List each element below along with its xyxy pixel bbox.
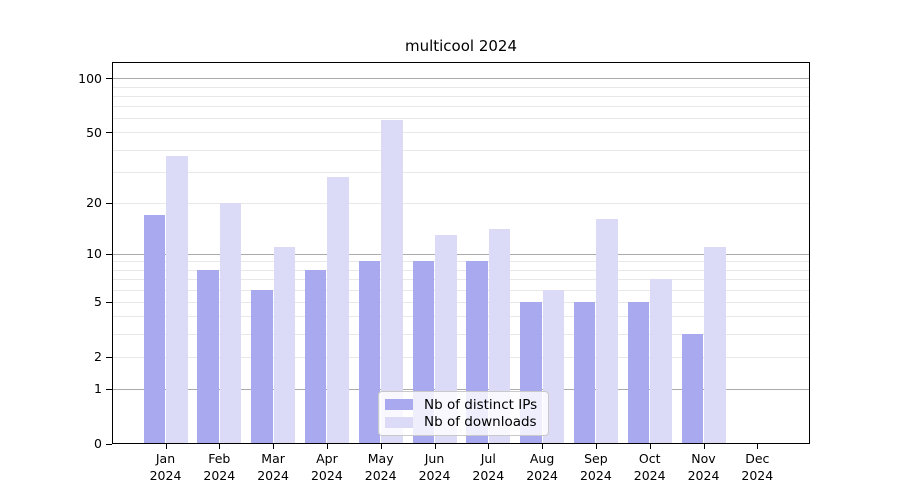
bar-distinct-ips-nov	[681, 333, 703, 444]
y-tick-label: 5	[94, 294, 102, 310]
y-tick-mark	[106, 443, 112, 445]
gridline-minor	[113, 261, 809, 263]
bar-downloads-nov	[704, 246, 726, 444]
y-tick-mark	[106, 132, 112, 134]
gridline-minor	[113, 171, 809, 173]
gridline-major	[113, 78, 809, 80]
x-tick-label-oct: Oct 2024	[633, 451, 666, 483]
gridline-minor	[113, 106, 809, 108]
x-tick-label-jul: Jul 2024	[472, 451, 505, 483]
x-tick-mark	[219, 444, 221, 449]
bar-distinct-ips-sep	[573, 301, 596, 444]
y-tick-label: 0	[94, 436, 102, 452]
bar-distinct-ips-mar	[251, 289, 273, 444]
legend: Nb of distinct IPs Nb of downloads	[378, 391, 549, 436]
x-tick-label-jan: Jan 2024	[149, 451, 182, 483]
legend-label-downloads: Nb of downloads	[424, 414, 537, 431]
x-tick-mark	[595, 444, 597, 449]
x-tick-mark	[380, 444, 382, 449]
bar-distinct-ips-jan	[143, 214, 165, 444]
gridline-minor	[113, 333, 809, 335]
bar-distinct-ips-apr	[304, 269, 327, 444]
bar-downloads-may	[381, 119, 403, 444]
chart-title: multicool 2024	[404, 37, 518, 55]
bar-downloads-mar	[273, 246, 296, 444]
legend-swatch-distinct-ips	[385, 399, 413, 411]
y-tick-label: 20	[86, 195, 102, 211]
gridline-minor	[113, 118, 809, 120]
bar-downloads-feb	[219, 202, 242, 444]
y-tick-mark	[106, 356, 112, 358]
y-tick-mark	[106, 253, 112, 255]
x-tick-label-sep: Sep 2024	[579, 451, 612, 483]
bar-downloads-oct	[650, 279, 672, 444]
x-tick-label-nov: Nov 2024	[687, 451, 720, 483]
x-tick-label-jun: Jun 2024	[418, 451, 451, 483]
x-tick-mark	[703, 444, 705, 449]
y-tick-label: 100	[78, 70, 102, 86]
legend-swatch-downloads	[385, 416, 413, 428]
legend-item-distinct-ips: Nb of distinct IPs	[385, 397, 540, 413]
gridline-major	[113, 253, 809, 255]
y-tick-label: 1	[94, 381, 102, 397]
x-tick-label-may: May 2024	[364, 451, 397, 483]
x-tick-label-mar: Mar 2024	[257, 451, 289, 483]
gridline-major	[113, 388, 809, 390]
bar-downloads-jul	[488, 229, 511, 444]
gridline-minor	[113, 269, 809, 271]
x-tick-label-aug: Aug 2024	[526, 451, 558, 483]
gridline-minor	[113, 301, 809, 303]
x-tick-mark	[434, 444, 436, 449]
gridline-minor	[113, 86, 809, 88]
y-tick-label: 10	[86, 246, 102, 262]
x-tick-mark	[542, 444, 544, 449]
y-tick-label: 2	[94, 349, 102, 365]
x-tick-mark	[488, 444, 490, 449]
y-tick-mark	[106, 301, 112, 303]
bar-downloads-jan	[166, 155, 188, 444]
bar-distinct-ips-feb	[197, 269, 219, 444]
x-tick-mark	[757, 444, 759, 449]
legend-label-distinct-ips: Nb of distinct IPs	[424, 396, 538, 413]
x-tick-label-feb: Feb 2024	[203, 451, 236, 483]
bar-distinct-ips-oct	[627, 301, 650, 444]
gridline-minor	[113, 149, 809, 151]
x-tick-label-apr: Apr 2024	[310, 451, 343, 483]
gridline-minor	[113, 316, 809, 318]
gridline-minor	[113, 279, 809, 280]
bar-distinct-ips-may	[358, 261, 381, 444]
y-tick-label: 50	[86, 124, 102, 140]
x-tick-mark	[326, 444, 328, 449]
x-tick-mark	[165, 444, 167, 449]
gridline-minor	[113, 356, 809, 358]
legend-item-downloads: Nb of downloads	[385, 414, 540, 430]
y-tick-mark	[106, 202, 112, 204]
x-tick-mark	[273, 444, 275, 449]
x-tick-mark	[649, 444, 651, 449]
bar-downloads-sep	[596, 219, 618, 444]
y-tick-mark	[106, 78, 112, 80]
gridline-minor	[113, 289, 809, 291]
bar-downloads-apr	[327, 177, 349, 444]
gridline-minor	[113, 95, 809, 97]
y-tick-mark	[106, 388, 112, 390]
gridline-minor	[113, 132, 809, 134]
gridline-minor	[113, 202, 809, 204]
x-tick-label-dec: Dec 2024	[741, 451, 774, 483]
